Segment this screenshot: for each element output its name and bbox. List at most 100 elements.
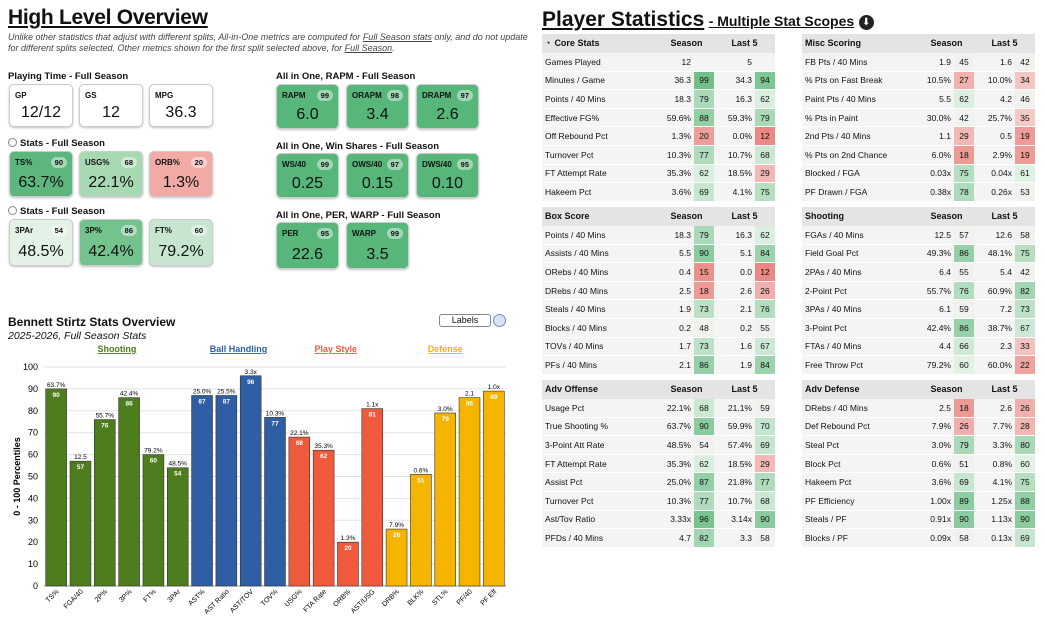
stat-value: 42.4% [919, 318, 954, 338]
table-row: PF Drawn / FGA 0.38x 78 0.26x 53 [802, 182, 1035, 202]
stats2-title: Stats - Full Season [8, 206, 105, 217]
stat-percentile: 70 [755, 417, 775, 437]
radio-icon[interactable] [8, 138, 17, 147]
stat-value: 16.3 [714, 89, 755, 109]
table-row: Steal Pct 3.0% 79 3.3% 80 [802, 435, 1035, 455]
stat-name: Steals / 40 Mins [542, 299, 659, 320]
stat-value: 2.6 [974, 398, 1015, 418]
bar-raw-label: 0.6% [413, 467, 428, 474]
download-icon[interactable]: ⬇ [858, 15, 874, 30]
table-header: Box Score [542, 207, 659, 226]
stat-name: Steals / PF [802, 510, 919, 530]
stat-percentile: 62 [954, 89, 974, 109]
tile-value: 1.3% [162, 174, 200, 191]
note-link[interactable]: Full Season stats [362, 32, 432, 42]
bar-orb- [337, 541, 359, 587]
overview-title: High Level Overview [8, 6, 208, 29]
bar-percentile-label: 62 [320, 453, 328, 460]
table-row: FT Attempt Rate 35.3% 62 18.5% 29 [542, 164, 775, 184]
stat-percentile: 79 [755, 108, 775, 128]
table-header: Adv Defense [802, 380, 919, 399]
stat-percentile: 66 [954, 337, 974, 357]
stat-percentile: 58 [755, 528, 775, 548]
stat-percentile: 48 [694, 318, 714, 338]
radio-icon[interactable] [8, 206, 17, 215]
stat-value: 0.04x [974, 164, 1015, 184]
stat-name: Usage Pct [542, 398, 659, 418]
stat-percentile: 82 [1015, 281, 1035, 301]
stat-percentile: 26 [954, 417, 974, 437]
stat-value: 0.91x [919, 510, 954, 530]
bar-percentile-label: 57 [77, 464, 85, 471]
tile-value: 2.6 [436, 106, 459, 123]
bar-percentile-label: 81 [369, 412, 377, 419]
bar-percentile-label: 87 [198, 398, 206, 405]
bar-percentile-label: 54 [174, 471, 182, 478]
stat-value: 10.7% [714, 491, 755, 511]
stat-percentile: 79 [954, 435, 974, 455]
stat-value: 3.3% [974, 435, 1015, 455]
tile-label: RAPM [282, 91, 306, 100]
bar-ft- [142, 454, 165, 587]
stat-table-box-score: Box Score Season Last 5 Points / 40 Mins 18.… [542, 207, 775, 375]
tile-label: PER [282, 229, 299, 238]
stat-value: 0.0% [714, 126, 755, 147]
stat-table-misc-scoring: Misc Scoring Season Last 5 FB Pts / 40 Mins… [802, 34, 1035, 202]
stat-percentile: 57 [954, 225, 974, 245]
stat-name: FT Attempt Rate [542, 454, 659, 474]
x-tick-label: AST/TOV [229, 588, 255, 614]
x-tick-label: DRB% [381, 588, 401, 608]
stat-percentile: 51 [954, 454, 974, 474]
stat-name: FB Pts / 40 Mins [802, 52, 919, 72]
stat-value: 38.7% [974, 318, 1015, 338]
stat-value: 5.1 [714, 244, 755, 264]
stat-value: 1.9 [919, 52, 954, 72]
rapm-tile-rapm: RAPM 99 6.0 [276, 84, 339, 129]
tile-value: 0.10 [431, 175, 464, 192]
stat-value: 48.1% [974, 244, 1015, 264]
table-row: True Shooting % 63.7% 90 59.9% 70 [542, 417, 775, 437]
stat-name: 3PAs / 40 Mins [802, 299, 919, 320]
stat-percentile: 67 [755, 337, 775, 357]
last5-column-header: Last 5 [714, 380, 775, 399]
tile-label: WS/40 [282, 160, 307, 169]
stat-name: Off Rebound Pct [542, 126, 659, 147]
stat-value: 6.1 [919, 299, 954, 320]
tile-label: DWS/40 [422, 160, 452, 169]
bar-raw-label: 2.1 [465, 391, 474, 398]
stat-value: 0.13x [974, 528, 1015, 548]
stat-percentile: 88 [694, 108, 714, 128]
stat-percentile: 76 [954, 281, 974, 301]
x-tick-label: TOV% [260, 588, 279, 607]
stat-percentile: 22 [1015, 355, 1035, 375]
stat-value: 1.13x [974, 510, 1015, 530]
table-row: 3PAs / 40 Mins 6.1 59 7.2 73 [802, 299, 1035, 320]
season-column-header: Season [659, 207, 714, 226]
x-tick-label: PF Eff [480, 588, 499, 607]
bar-percentile-label: 26 [393, 532, 401, 539]
stat-name: Points / 40 Mins [542, 89, 659, 109]
stat-name: PFDs / 40 Mins [542, 528, 659, 548]
stat-percentile: 28 [1015, 417, 1035, 437]
stat-name: Blocked / FGA [802, 164, 919, 184]
tile-value: 22.1% [88, 174, 134, 191]
tile-percentile: 99 [386, 228, 403, 239]
tile-value: 12 [102, 104, 120, 121]
stat-value: 10.7% [714, 145, 755, 165]
stat-value: 3.6% [659, 182, 694, 202]
stat-value: 59.6% [659, 108, 694, 128]
table-row: Blocks / 40 Mins 0.2 48 0.2 55 [542, 318, 775, 338]
stat-value: 10.3% [659, 145, 694, 165]
stat-value: 35.3% [659, 454, 694, 474]
stat-value: 25.0% [659, 472, 694, 493]
stat-percentile: 89 [954, 491, 974, 511]
group-label-defense: Defense [428, 344, 463, 354]
stat-value: 5.5 [919, 89, 954, 109]
labels-button[interactable]: Labels [439, 314, 491, 327]
stat-value: 2.5 [659, 281, 694, 301]
note-link[interactable]: Full Season [344, 43, 393, 53]
stat-name: Hakeem Pct [542, 182, 659, 202]
stats1-tile-usg-: USG% 68 22.1% [79, 151, 143, 197]
labels-toggle-icon[interactable] [493, 314, 506, 327]
y-tick-label: 30 [28, 515, 38, 525]
